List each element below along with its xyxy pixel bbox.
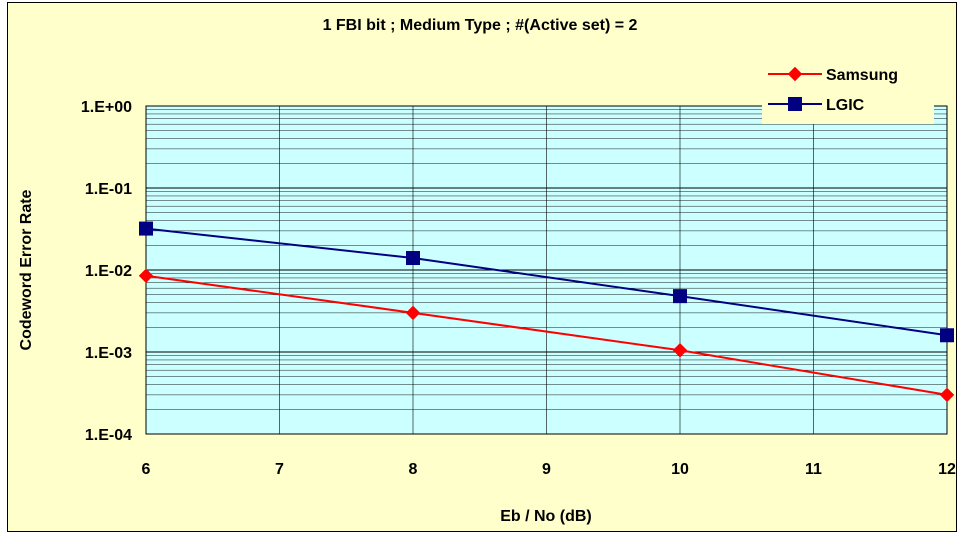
y-tick-labels: 1.E+00 1.E-01 1.E-02 1.E-03 1.E-04 — [81, 99, 132, 444]
x-tick-label: 10 — [671, 461, 689, 478]
samsung-series-line — [145, 274, 948, 396]
legend-label-samsung: Samsung — [826, 67, 898, 84]
y-tick-label: 1.E-01 — [85, 181, 132, 198]
series-group — [138, 221, 955, 403]
y-tick-label: 1.E-03 — [85, 345, 132, 362]
y-axis-title: Codeword Error Rate — [18, 189, 35, 350]
x-axis-title: Eb / No (dB) — [500, 508, 592, 525]
x-tick-label: 11 — [805, 461, 822, 478]
lgic-series-line — [145, 227, 948, 337]
samsung-data-point — [405, 305, 421, 321]
x-tick-label: 12 — [938, 461, 956, 478]
samsung-data-point — [138, 268, 154, 283]
y-tick-label: 1.E-04 — [85, 427, 132, 444]
samsung-data-point — [939, 387, 955, 403]
x-tick-label: 6 — [142, 461, 151, 478]
samsung-data-point — [672, 343, 688, 358]
chart-title: 1 FBI bit ; Medium Type ; #(Active set) … — [323, 17, 638, 34]
lgic-data-point — [139, 221, 153, 236]
legend-box — [762, 56, 934, 124]
legend-marker-lgic — [788, 97, 802, 111]
lgic-data-point — [673, 289, 687, 304]
x-tick-label: 7 — [275, 461, 284, 478]
y-tick-label: 1.E+00 — [81, 99, 132, 116]
x-tick-label: 9 — [542, 461, 551, 478]
lgic-data-point — [940, 328, 954, 343]
lgic-data-point — [406, 251, 420, 266]
x-tick-label: 8 — [409, 461, 418, 478]
legend-marker-samsung — [787, 66, 803, 82]
legend-label-lgic: LGIC — [826, 97, 865, 114]
legend: Samsung LGIC — [762, 56, 934, 124]
x-tick-labels: 6 7 8 9 10 11 12 — [142, 461, 956, 478]
y-tick-label: 1.E-02 — [85, 263, 132, 280]
